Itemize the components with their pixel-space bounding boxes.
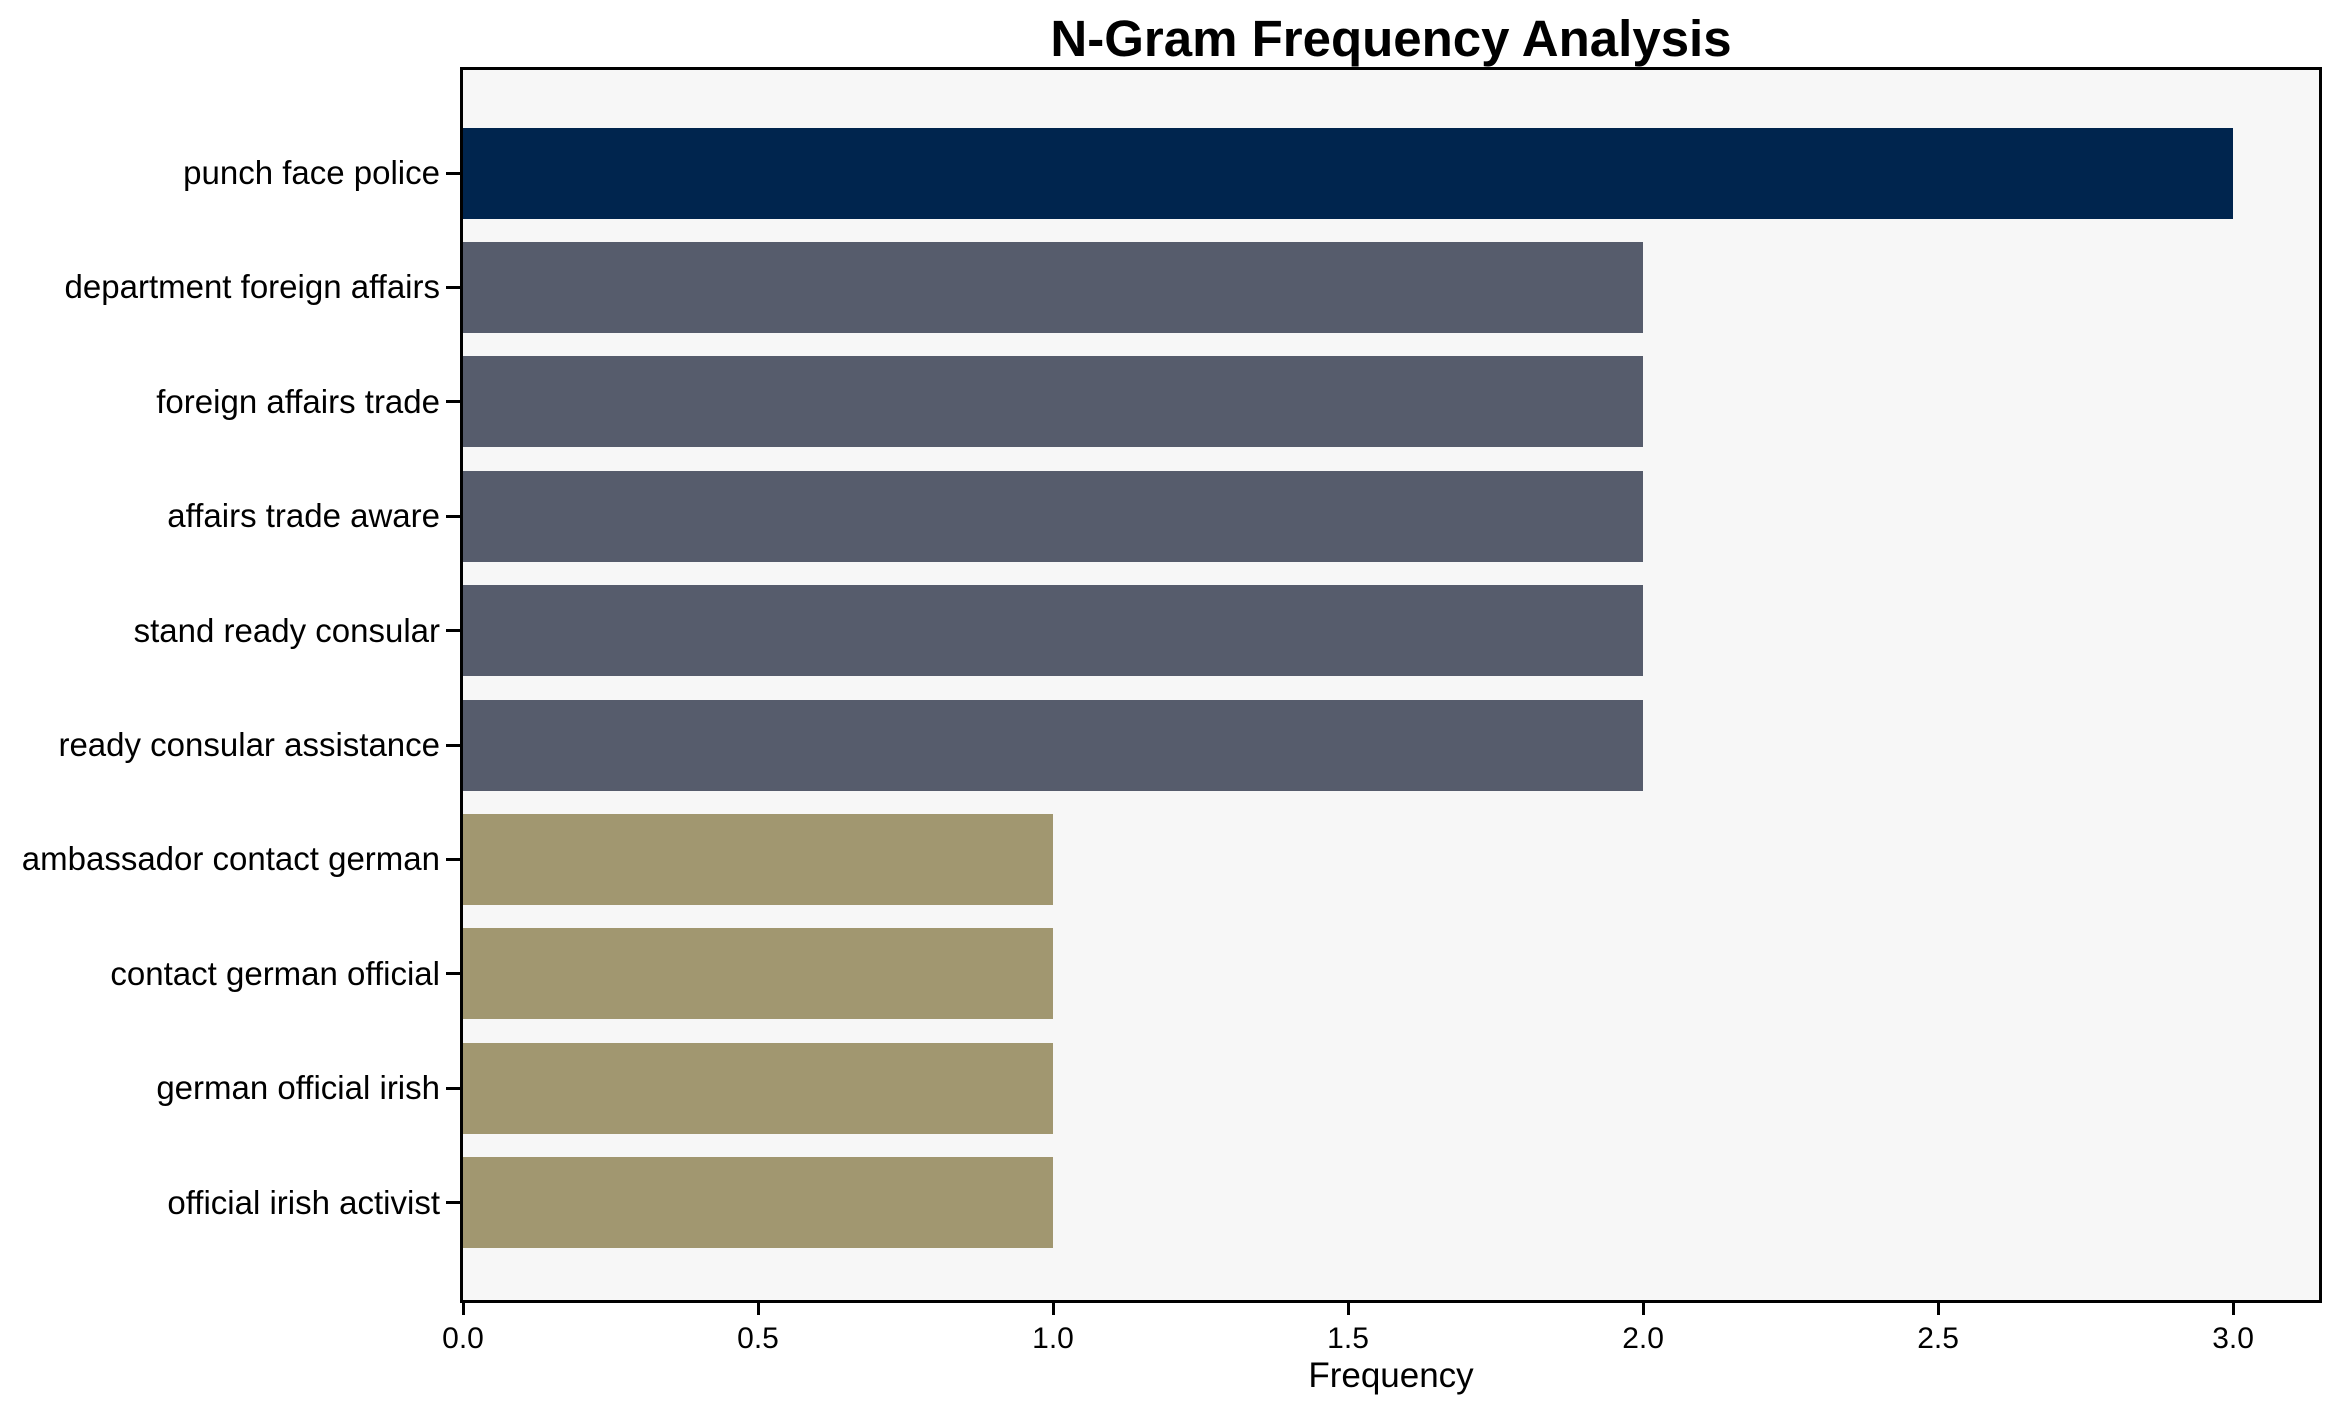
plot-area	[460, 67, 2322, 1303]
y-tick-label: german official irish	[156, 1069, 440, 1107]
y-tick-mark	[446, 400, 460, 404]
x-tick-mark	[1936, 1303, 1940, 1315]
y-tick-mark	[446, 629, 460, 633]
y-tick-label: ready consular assistance	[58, 726, 440, 763]
x-tick-mark	[1346, 1303, 1350, 1315]
bars-container	[463, 70, 2319, 1300]
y-tick-mark	[446, 1201, 460, 1205]
x-tick-label: 0.5	[737, 1322, 779, 1355]
x-tick-label: 2.0	[1622, 1322, 1664, 1355]
y-tick-mark	[446, 171, 460, 175]
y-tick-label: stand ready consular	[133, 611, 440, 649]
bar	[463, 1157, 1054, 1249]
bar	[463, 813, 1054, 905]
y-tick-label: contact german official	[110, 954, 440, 992]
bar	[463, 470, 1644, 562]
x-tick-mark	[461, 1303, 465, 1315]
bar	[463, 699, 1644, 791]
x-tick-label: 1.0	[1032, 1322, 1074, 1355]
x-tick-mark	[1051, 1303, 1055, 1315]
y-tick-label: department foreign affairs	[64, 268, 440, 306]
y-tick-mark	[446, 1086, 460, 1090]
y-tick-label: punch face police	[183, 154, 440, 191]
bar	[463, 585, 1644, 677]
y-tick-label: ambassador contact german	[21, 840, 440, 878]
y-tick-mark	[446, 857, 460, 861]
bar	[463, 356, 1644, 448]
x-tick-label: 3.0	[2212, 1322, 2254, 1355]
y-tick-mark	[446, 972, 460, 976]
x-tick-label: 1.5	[1327, 1322, 1369, 1355]
bar	[463, 928, 1054, 1020]
bar	[463, 127, 2234, 219]
y-tick-mark	[446, 285, 460, 289]
bar	[463, 241, 1644, 333]
bar	[463, 1042, 1054, 1134]
y-tick-mark	[446, 514, 460, 518]
x-tick-mark	[756, 1303, 760, 1315]
x-tick-label: 2.5	[1917, 1322, 1959, 1355]
x-tick-mark	[1641, 1303, 1645, 1315]
x-tick-label: 0.0	[442, 1322, 484, 1355]
y-tick-mark	[446, 743, 460, 747]
chart-title: N-Gram Frequency Analysis	[1050, 10, 1732, 67]
y-tick-label: affairs trade aware	[167, 497, 440, 535]
x-axis-label: Frequency	[1308, 1356, 1474, 1395]
x-tick-mark	[2231, 1303, 2235, 1315]
y-tick-label: official irish activist	[167, 1183, 440, 1221]
y-tick-label: foreign affairs trade	[156, 382, 440, 420]
